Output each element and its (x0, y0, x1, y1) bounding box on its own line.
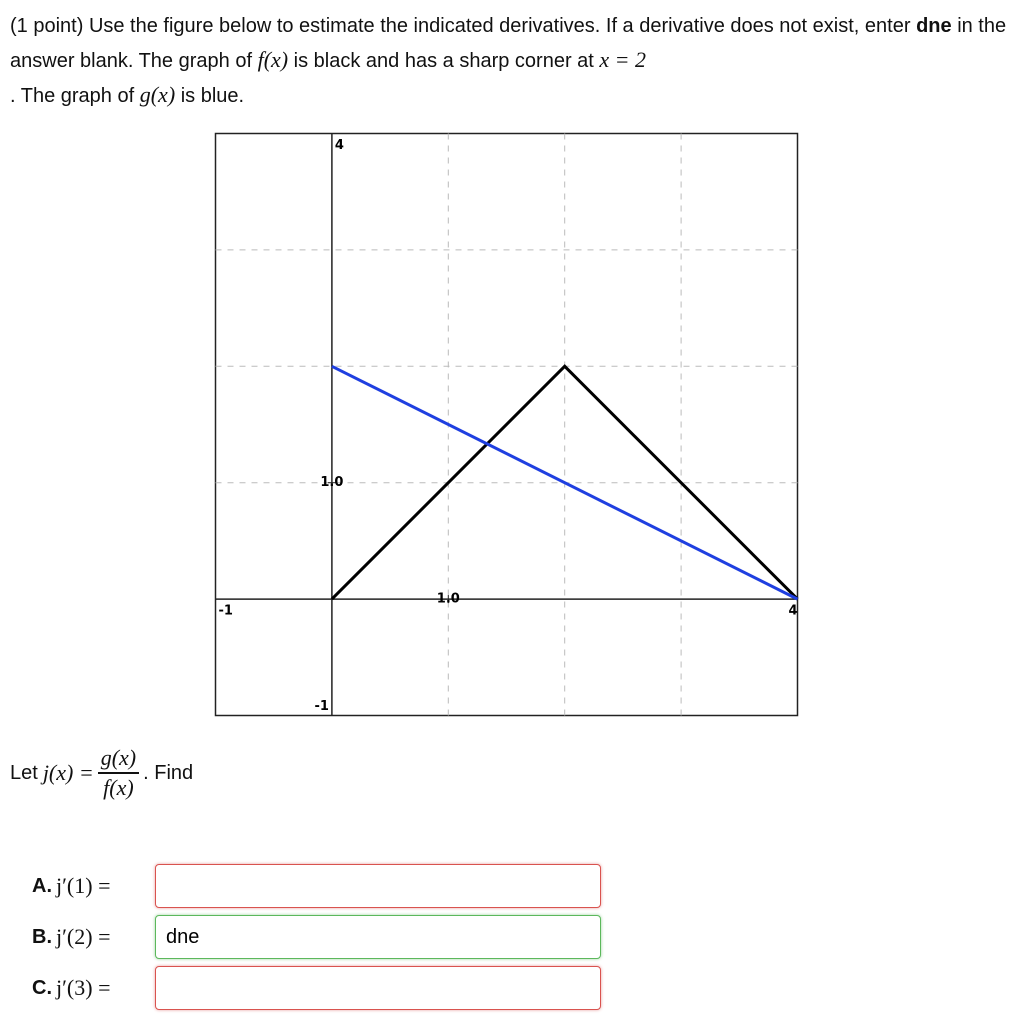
chart-frame (214, 132, 799, 717)
x-tick-label: -1 (219, 604, 233, 619)
statement-bold: dne (916, 15, 952, 37)
numerator: g(x) (97, 744, 140, 774)
points: (1 point) (10, 15, 84, 37)
fraction: g(x) f(x) (97, 744, 140, 802)
x-tick-label: 4 (788, 604, 797, 619)
denominator: f(x) (103, 775, 134, 800)
math: f(x) (257, 47, 289, 72)
answer-input[interactable] (155, 966, 601, 1010)
statement-text: in the answer blank. The graph of (10, 15, 1007, 72)
statement-text: . The graph of (10, 85, 135, 107)
statement-text: Use the figure below to estimate the ind… (88, 15, 911, 37)
answer-row: C. j′(3) = (32, 965, 601, 1011)
x-tick-label: 1.0 (437, 592, 460, 607)
part-expression: j′(1) = (56, 873, 111, 898)
definition-lead: Let (10, 761, 38, 784)
part-expression: j′(3) = (56, 975, 111, 1000)
statement-text: is black and has a sharp corner at (293, 50, 594, 72)
answer-row: A. j′(1) = (32, 863, 601, 909)
series-line (330, 364, 799, 601)
math: g(x) (139, 82, 176, 107)
chart: -1 1.0 4 -1 1.0 4 (214, 132, 799, 717)
answer-row: B. j′(2) = (32, 914, 601, 960)
definition: Let j(x) = g(x) f(x) . Find (10, 740, 193, 806)
answer-input[interactable] (155, 915, 601, 959)
math: x = 2 (599, 47, 647, 72)
part-expression: j′(2) = (56, 924, 111, 949)
part-label: A. (32, 874, 52, 897)
part-label: B. (32, 925, 52, 948)
part-label: C. (32, 976, 52, 999)
definition-trail: . Find (143, 761, 194, 784)
y-tick-label: -1 (314, 699, 328, 714)
problem-statement: (1 point) Use the figure below to estima… (10, 10, 1010, 113)
series-line (331, 364, 799, 601)
y-tick-label: 4 (335, 138, 344, 153)
statement-text: is blue. (180, 85, 245, 107)
answer-input[interactable] (155, 864, 601, 908)
math: j(x) = (42, 760, 94, 785)
y-tick-label: 1.0 (320, 475, 343, 490)
